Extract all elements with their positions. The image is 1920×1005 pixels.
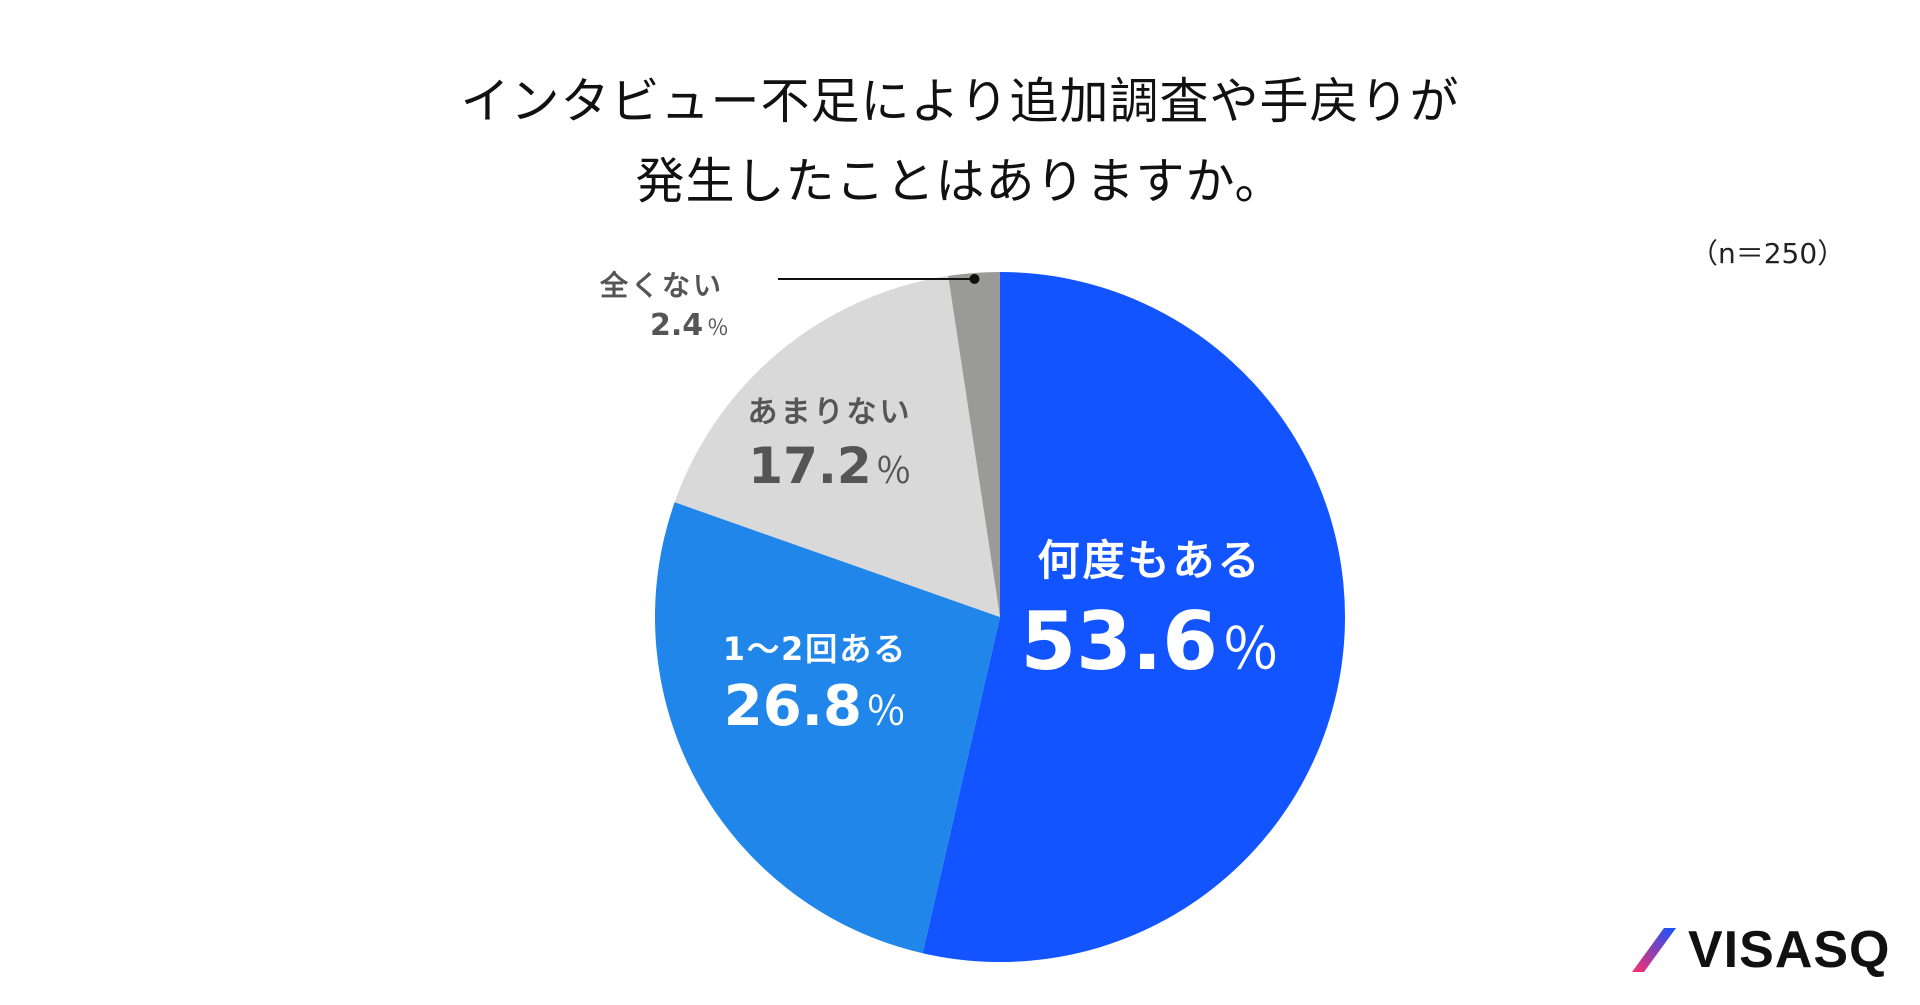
slice-value-never: 2.4 ％ [650,304,750,351]
slice-number-frequent: 53.6 [1020,595,1218,688]
slice-number-never: 2.4 [650,308,704,343]
chart-title-line-1: インタビュー不足により追加調査や手戻りが [460,73,1460,130]
slice-name-rarely: あまりない [747,395,913,430]
pie-slice-frequent [922,272,1345,962]
visasq-slash-icon [1632,928,1676,972]
percent-unit: ％ [707,316,729,341]
percent-unit: ％ [875,451,912,492]
slice-value-once-twice: 26.8％ [685,670,945,749]
pie-slice-once-twice [655,502,1000,954]
slice-number-once-twice: 26.8 [723,674,862,739]
visasq-wordmark: VISASQ [1688,921,1891,979]
pie-slice-rarely [674,275,1000,617]
leader-dot-never [969,273,980,284]
slice-number-rarely: 17.2 [748,437,872,495]
slice-name-once-twice: 1〜2回ある [722,630,908,668]
percent-unit: ％ [1221,616,1280,683]
slice-name-never: 全くない [600,269,725,302]
visasq-logo: VISASQ [1630,921,1891,979]
slice-value-frequent: 53.6％ [1000,587,1300,705]
slice-value-rarely: 17.2 ％ [700,433,960,505]
chart-title: インタビュー不足により追加調査や手戻りが 発生したことはありますか。 [0,62,1920,222]
pie-slice-never [948,272,1000,617]
slice-name-frequent: 何度もある [1037,536,1263,585]
chart-title-line-2: 発生したことはありますか。 [635,153,1285,210]
percent-unit: ％ [865,688,907,735]
slice-label-frequent: 何度もある 53.6％ [1000,535,1300,705]
slice-label-rarely: あまりない 17.2 ％ [700,393,960,505]
slice-label-once-twice: 1〜2回ある 26.8％ [685,628,945,749]
sample-size: （n＝250） [1690,237,1846,270]
slice-label-never: 全くない 2.4 ％ [600,268,750,351]
